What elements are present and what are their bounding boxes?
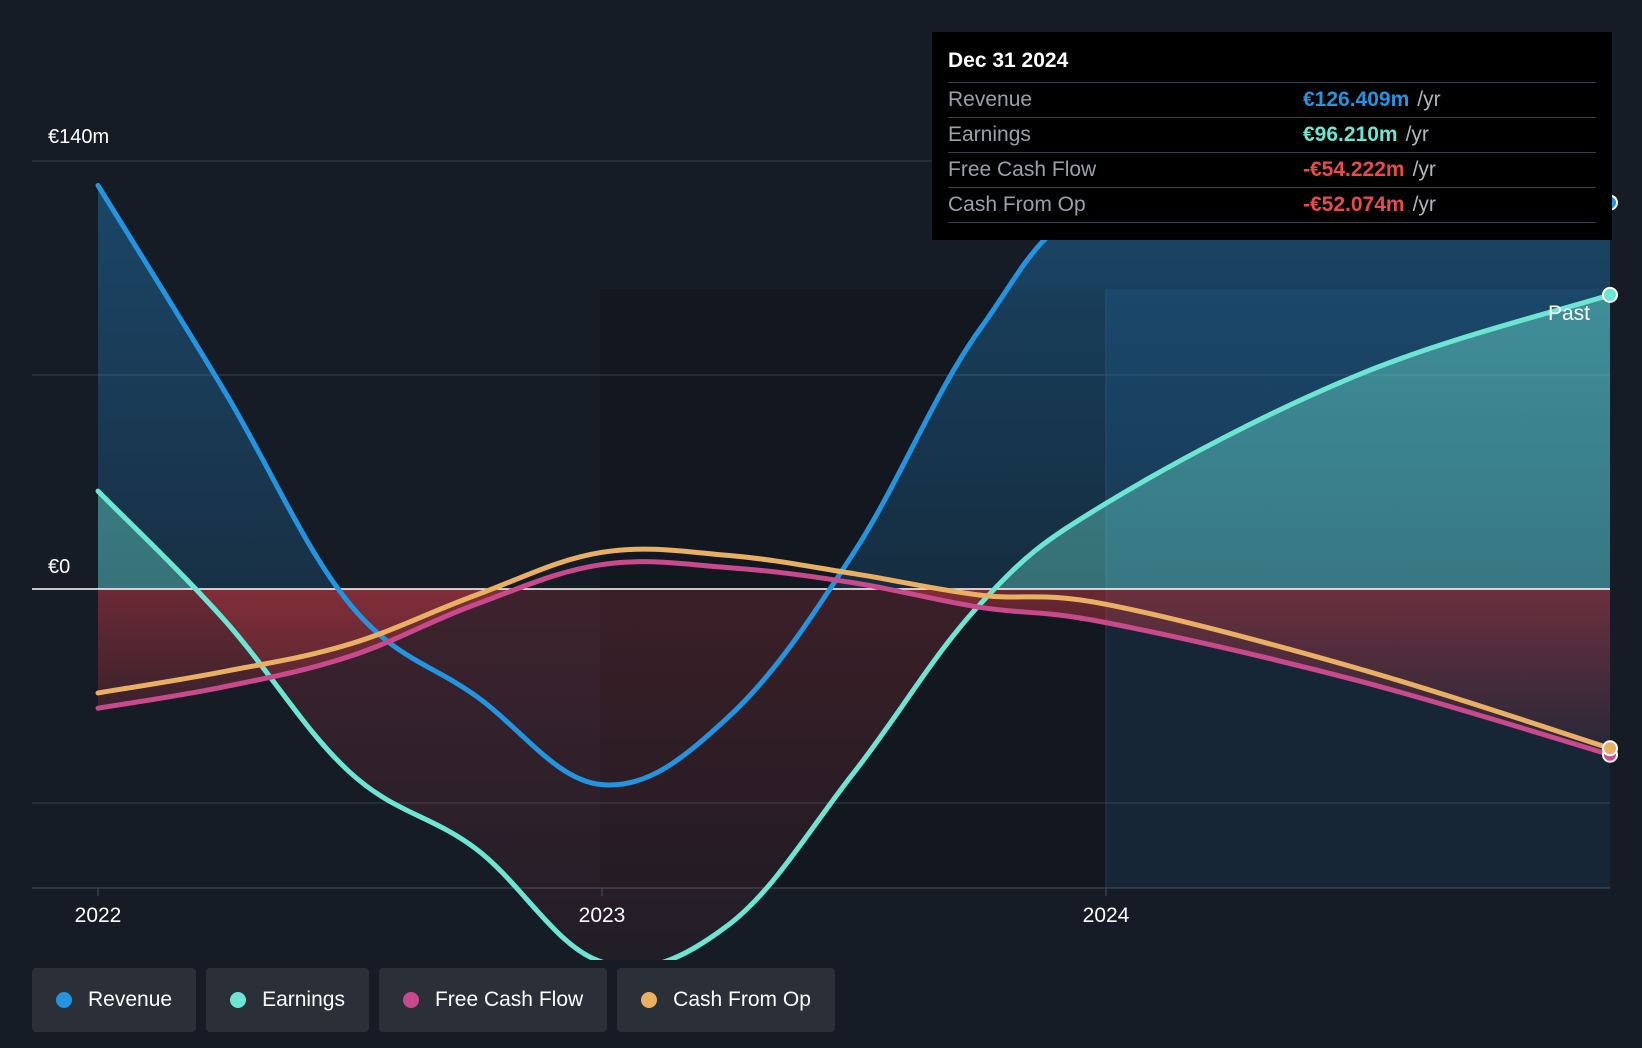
chart-area: €140m€0-€140m202220232024Past bbox=[32, 126, 1618, 960]
legend-item-earnings[interactable]: Earnings bbox=[206, 968, 369, 1032]
y-tick-label: €0 bbox=[48, 556, 70, 578]
tooltip-unit: /yr bbox=[1412, 158, 1436, 181]
tooltip-label: Revenue bbox=[948, 88, 1033, 111]
legend-label: Earnings bbox=[262, 988, 345, 1011]
legend: Revenue Earnings Free Cash Flow Cash Fro… bbox=[32, 968, 835, 1032]
tooltip-label: Cash From Op bbox=[948, 193, 1086, 216]
tooltip-row-free-cash-flow: Free Cash Flow -€54.222m /yr bbox=[948, 153, 1596, 188]
earnings-end-point bbox=[1602, 286, 1618, 303]
tooltip-row-earnings: Earnings €96.210m /yr bbox=[948, 118, 1596, 153]
tooltip-value: -€52.074m bbox=[1303, 193, 1405, 216]
tooltip-date: Dec 31 2024 bbox=[948, 46, 1596, 83]
tooltip-row-cash-from-op: Cash From Op -€52.074m /yr bbox=[948, 188, 1596, 223]
cash-from-op-dot-icon bbox=[641, 992, 658, 1008]
legend-label: Revenue bbox=[88, 988, 173, 1011]
free-cash-flow-line bbox=[95, 559, 1613, 758]
y-tick-label: €140m bbox=[48, 126, 109, 148]
tooltip-unit: /yr bbox=[1405, 123, 1429, 146]
legend-item-revenue[interactable]: Revenue bbox=[32, 968, 197, 1032]
legend-item-free-cash-flow[interactable]: Free Cash Flow bbox=[378, 968, 608, 1032]
free-cash-flow-dot-icon bbox=[402, 992, 419, 1008]
tooltip-unit: /yr bbox=[1412, 193, 1436, 216]
cash-from-op-end-point bbox=[1602, 740, 1618, 757]
x-tick-label: 2024 bbox=[1083, 904, 1130, 927]
tooltip-label: Free Cash Flow bbox=[948, 158, 1097, 181]
earnings-dot-icon bbox=[230, 992, 247, 1008]
free-cash-flow-area bbox=[98, 589, 1610, 755]
x-tick-label: 2023 bbox=[579, 904, 626, 927]
tooltip-value: €126.409m bbox=[1303, 88, 1410, 111]
tooltip-value: €96.210m bbox=[1303, 123, 1398, 146]
cash-from-op-line bbox=[95, 546, 1613, 751]
tooltip-row-revenue: Revenue €126.409m /yr bbox=[948, 83, 1596, 118]
x-tick-label: 2022 bbox=[75, 904, 122, 927]
revenue-dot-icon bbox=[56, 992, 72, 1008]
earnings-area bbox=[98, 294, 1610, 589]
earnings-line bbox=[95, 292, 1613, 960]
tooltip-unit: /yr bbox=[1417, 88, 1441, 111]
earnings-negative-area bbox=[98, 589, 1610, 960]
legend-item-cash-from-op[interactable]: Cash From Op bbox=[617, 968, 835, 1032]
legend-label: Cash From Op bbox=[673, 988, 811, 1011]
tooltip: Dec 31 2024 Revenue €126.409m /yr Earnin… bbox=[932, 32, 1612, 240]
tooltip-value: -€54.222m bbox=[1303, 158, 1405, 181]
tooltip-label: Earnings bbox=[948, 123, 1031, 146]
legend-label: Free Cash Flow bbox=[434, 988, 584, 1011]
past-label: Past bbox=[1548, 302, 1590, 325]
